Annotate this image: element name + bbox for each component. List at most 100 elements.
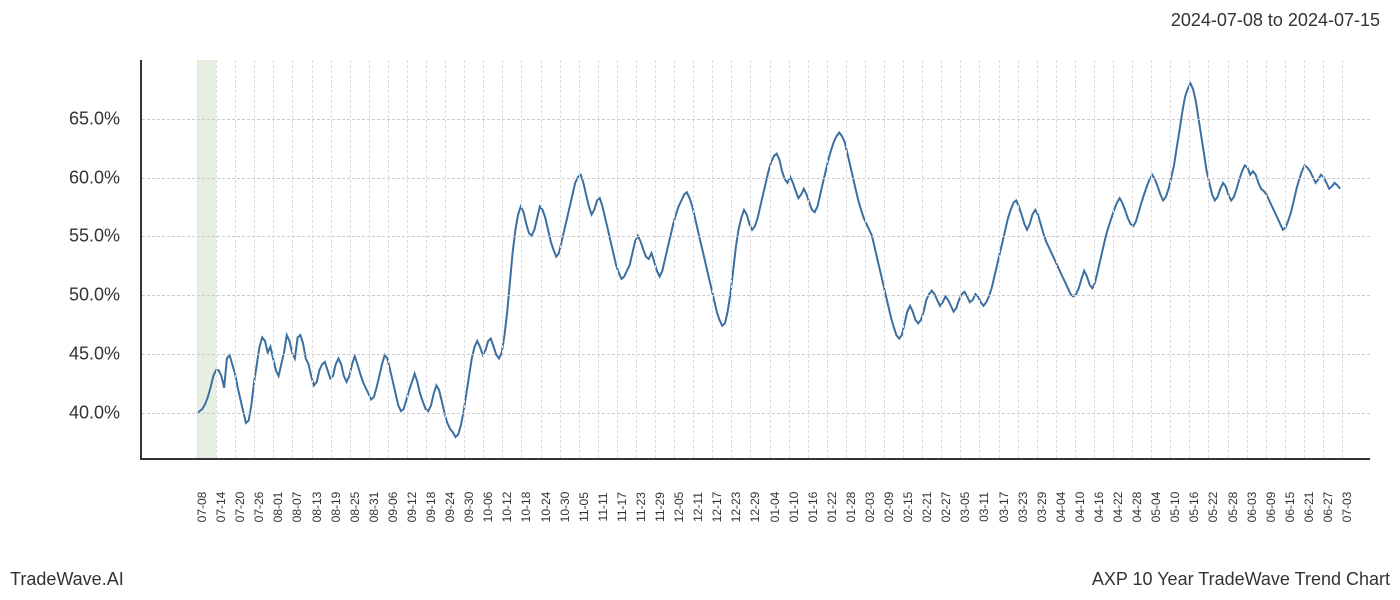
v-grid-line (407, 60, 408, 458)
v-grid-line (197, 60, 198, 458)
x-tick-label: 05-22 (1206, 492, 1220, 523)
x-tick-label: 04-28 (1130, 492, 1144, 523)
x-tick-label: 07-03 (1340, 492, 1354, 523)
x-tick-label: 08-31 (367, 492, 381, 523)
v-grid-line (235, 60, 236, 458)
x-tick-label: 01-10 (787, 492, 801, 523)
v-grid-line (369, 60, 370, 458)
x-tick-label: 01-04 (768, 492, 782, 523)
h-grid-line (142, 295, 1370, 296)
v-grid-line (979, 60, 980, 458)
x-tick-label: 09-24 (443, 492, 457, 523)
v-grid-line (827, 60, 828, 458)
v-grid-line (426, 60, 427, 458)
v-grid-line (350, 60, 351, 458)
y-tick-label: 65.0% (69, 108, 120, 129)
v-grid-line (541, 60, 542, 458)
x-tick-label: 11-29 (653, 492, 667, 522)
plot-area (140, 60, 1370, 460)
x-tick-label: 04-22 (1111, 492, 1125, 523)
y-tick-label: 40.0% (69, 402, 120, 423)
x-tick-label: 10-06 (481, 492, 495, 523)
h-grid-line (142, 178, 1370, 179)
x-tick-label: 12-11 (691, 492, 705, 522)
x-tick-label: 08-19 (329, 492, 343, 523)
x-tick-label: 03-05 (958, 492, 972, 523)
x-tick-label: 06-27 (1321, 492, 1335, 523)
v-grid-line (1037, 60, 1038, 458)
v-grid-line (922, 60, 923, 458)
x-tick-label: 05-28 (1226, 492, 1240, 523)
v-grid-line (216, 60, 217, 458)
x-tick-label: 02-03 (863, 492, 877, 523)
x-tick-label: 03-23 (1016, 492, 1030, 523)
v-grid-line (560, 60, 561, 458)
x-tick-label: 07-14 (214, 492, 228, 523)
x-tick-label: 05-10 (1168, 492, 1182, 523)
v-grid-line (273, 60, 274, 458)
x-tick-label: 01-16 (806, 492, 820, 523)
v-grid-line (884, 60, 885, 458)
x-tick-label: 02-27 (939, 492, 953, 523)
x-tick-label: 10-12 (500, 492, 514, 523)
v-grid-line (655, 60, 656, 458)
x-tick-label: 11-23 (634, 492, 648, 522)
v-grid-line (1304, 60, 1305, 458)
v-grid-line (1113, 60, 1114, 458)
h-grid-line (142, 236, 1370, 237)
v-grid-line (617, 60, 618, 458)
x-tick-label: 08-13 (310, 492, 324, 523)
v-grid-line (903, 60, 904, 458)
v-grid-line (960, 60, 961, 458)
x-tick-label: 05-04 (1149, 492, 1163, 523)
x-tick-label: 11-05 (577, 492, 591, 522)
v-grid-line (254, 60, 255, 458)
v-grid-line (1247, 60, 1248, 458)
v-grid-line (331, 60, 332, 458)
x-axis: 07-0807-1407-2007-2608-0108-0708-1308-19… (140, 465, 1370, 545)
v-grid-line (1094, 60, 1095, 458)
v-grid-line (1208, 60, 1209, 458)
v-grid-line (865, 60, 866, 458)
brand-label: TradeWave.AI (10, 569, 124, 590)
x-tick-label: 07-08 (195, 492, 209, 523)
v-grid-line (579, 60, 580, 458)
h-grid-line (142, 354, 1370, 355)
x-tick-label: 07-26 (252, 492, 266, 523)
x-tick-label: 02-15 (901, 492, 915, 523)
x-tick-label: 04-04 (1054, 492, 1068, 523)
v-grid-line (731, 60, 732, 458)
x-tick-label: 06-09 (1264, 492, 1278, 523)
v-grid-line (636, 60, 637, 458)
x-tick-label: 06-15 (1283, 492, 1297, 523)
x-tick-label: 12-05 (672, 492, 686, 523)
h-grid-line (142, 119, 1370, 120)
x-tick-label: 01-28 (844, 492, 858, 523)
v-grid-line (388, 60, 389, 458)
v-grid-line (292, 60, 293, 458)
date-range-label: 2024-07-08 to 2024-07-15 (1171, 10, 1380, 31)
x-tick-label: 06-21 (1302, 492, 1316, 523)
x-tick-label: 02-21 (920, 492, 934, 523)
v-grid-line (789, 60, 790, 458)
v-grid-line (483, 60, 484, 458)
v-grid-line (464, 60, 465, 458)
v-grid-line (598, 60, 599, 458)
v-grid-line (445, 60, 446, 458)
v-grid-line (1170, 60, 1171, 458)
x-tick-label: 03-17 (997, 492, 1011, 523)
y-tick-label: 50.0% (69, 285, 120, 306)
x-tick-label: 10-18 (519, 492, 533, 523)
v-grid-line (674, 60, 675, 458)
v-grid-line (1056, 60, 1057, 458)
x-tick-label: 01-22 (825, 492, 839, 523)
v-grid-line (1132, 60, 1133, 458)
chart-container (140, 60, 1370, 460)
x-tick-label: 04-16 (1092, 492, 1106, 523)
y-axis: 40.0%45.0%50.0%55.0%60.0%65.0% (50, 60, 130, 460)
v-grid-line (502, 60, 503, 458)
y-tick-label: 45.0% (69, 344, 120, 365)
v-grid-line (1189, 60, 1190, 458)
x-tick-label: 02-09 (882, 492, 896, 523)
x-tick-label: 12-23 (729, 492, 743, 523)
